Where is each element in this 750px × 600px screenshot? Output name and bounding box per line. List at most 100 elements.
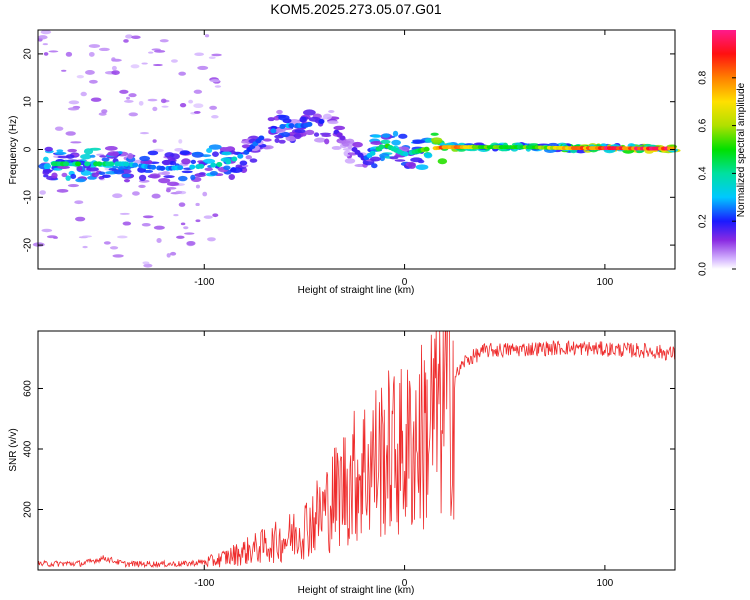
spectrogram-noise-blob	[142, 215, 154, 219]
spectrogram-blob	[190, 159, 197, 165]
spectrogram-ridge-cell	[288, 123, 295, 129]
spectrogram-noise-blob	[207, 237, 216, 242]
spectrogram-ridge-cell	[63, 161, 70, 167]
spectrogram-noise-blob	[65, 51, 73, 57]
spectrogram-blob	[76, 166, 83, 172]
spectrogram-noise-blob	[132, 191, 140, 196]
spectrogram-blob	[190, 174, 196, 181]
spectrogram-ytick-label: 0	[23, 146, 34, 152]
spectrogram-ridge-cell	[96, 161, 103, 167]
spectrogram-noise-blob	[46, 235, 58, 239]
spectrogram-blob	[206, 148, 213, 153]
snr-xtick-label: 100	[597, 578, 614, 589]
spectrogram-ridge-cell	[306, 121, 313, 127]
spectrogram-noise-blob	[119, 212, 130, 215]
spectrogram-noise-blob	[174, 147, 184, 152]
spectrogram-noise-blob	[88, 44, 101, 48]
spectrogram-blob	[99, 155, 107, 158]
spectrogram-blob	[299, 116, 307, 123]
spectrogram-blob	[369, 156, 382, 162]
spectrogram-ridge-cell	[423, 146, 430, 152]
spectrogram-blob	[42, 168, 52, 174]
spectrogram-noise-blob	[41, 228, 53, 233]
spectrogram-blob	[278, 139, 286, 144]
spectrogram-blob	[70, 173, 77, 179]
spectrogram-blob	[314, 137, 326, 143]
spectrogram-blob	[274, 138, 280, 144]
spectrogram-noise-blob	[56, 188, 69, 193]
spectrogram-noise-blob	[175, 190, 183, 194]
spectrogram-blob	[328, 110, 335, 113]
spectrogram-blob	[344, 158, 356, 164]
spectrogram-xtick-label: 0	[402, 277, 408, 288]
spectrogram-noise-blob	[138, 184, 146, 189]
spectrogram-noise-blob	[153, 49, 166, 53]
spectrogram-noise-blob	[166, 253, 171, 258]
spectrogram-blob	[331, 145, 342, 150]
spectrogram-blob	[212, 151, 219, 157]
spectrogram-blob	[162, 159, 171, 166]
figure-title: KOM5.2025.273.05.07.G01	[270, 1, 441, 17]
spectrogram-blob	[104, 146, 118, 151]
spectrogram-noise-blob	[90, 97, 102, 102]
spectrogram-noise-blob	[65, 131, 76, 136]
spectrogram-noise-blob	[122, 221, 132, 226]
spectrogram-noise-blob	[89, 79, 98, 84]
spectrogram-blob	[280, 131, 291, 138]
snr-ytick-label: 600	[23, 380, 34, 397]
spectrogram-blob	[43, 156, 49, 162]
spectrogram-noise-blob	[178, 139, 183, 144]
spectrogram-noise-blob	[180, 222, 186, 226]
spectrogram-noise-blob	[214, 85, 222, 88]
spectrogram-noise-blob	[116, 235, 128, 239]
snr-ytick-label: 400	[23, 440, 34, 457]
spectrogram-blob	[149, 173, 161, 179]
spectrogram-blob	[343, 150, 351, 157]
spectrogram-blob	[392, 130, 399, 137]
spectrogram-noise-blob	[203, 215, 213, 219]
spectrogram-noise-blob	[176, 235, 185, 239]
spectrogram-blob	[101, 157, 110, 162]
spectrogram-blob	[415, 164, 429, 170]
spectrogram-blob	[371, 163, 378, 169]
spectrogram-noise-blob	[209, 79, 221, 83]
spectrogram-blob	[223, 165, 231, 171]
spectrogram-blob	[61, 172, 68, 178]
spectrogram-ridge-cell	[177, 165, 184, 171]
spectrogram-noise-blob	[109, 246, 119, 250]
spectrogram-noise-blob	[112, 193, 123, 199]
spectrogram-blob	[179, 150, 191, 156]
spectrogram-noise-blob	[111, 65, 117, 71]
spectrogram-blob	[101, 174, 111, 179]
spectrogram-blob	[112, 165, 119, 169]
spectrogram-noise-blob	[123, 39, 129, 43]
spectrogram-noise-blob	[61, 69, 67, 72]
spectrogram-blob	[65, 175, 71, 181]
spectrogram-noise-blob	[76, 75, 84, 79]
spectrogram-blob	[209, 170, 218, 176]
spectrogram-noise-blob	[103, 241, 111, 245]
spectrogram-blob	[274, 134, 284, 139]
spectrogram-blob	[398, 133, 408, 139]
spectrogram-ridge-cell	[339, 135, 346, 141]
spectrogram-xlabel: Height of straight line (km)	[298, 285, 415, 296]
snr-ticks: -100 0 100 200 400 600	[23, 331, 675, 589]
spectrogram-noise-blob	[184, 232, 195, 235]
spectrogram-blob	[423, 152, 433, 159]
spectrogram-blob	[412, 139, 426, 144]
spectrogram-ridge-cell	[216, 161, 223, 167]
spectrogram-ridge-cell	[210, 162, 217, 168]
spectrogram-noise-blob	[128, 93, 137, 98]
spectrogram-noise-blob	[211, 115, 219, 119]
spectrogram-blob	[167, 156, 173, 160]
spectrogram-blob	[57, 165, 70, 170]
spectrogram-noise-blob	[68, 100, 80, 105]
spectrogram-blob	[43, 174, 49, 178]
spectrogram-noise-blob	[40, 29, 52, 35]
spectrogram-noise-blob	[194, 52, 205, 57]
spectrogram-noise-blob	[80, 91, 87, 97]
spectrogram-blob	[313, 132, 320, 137]
